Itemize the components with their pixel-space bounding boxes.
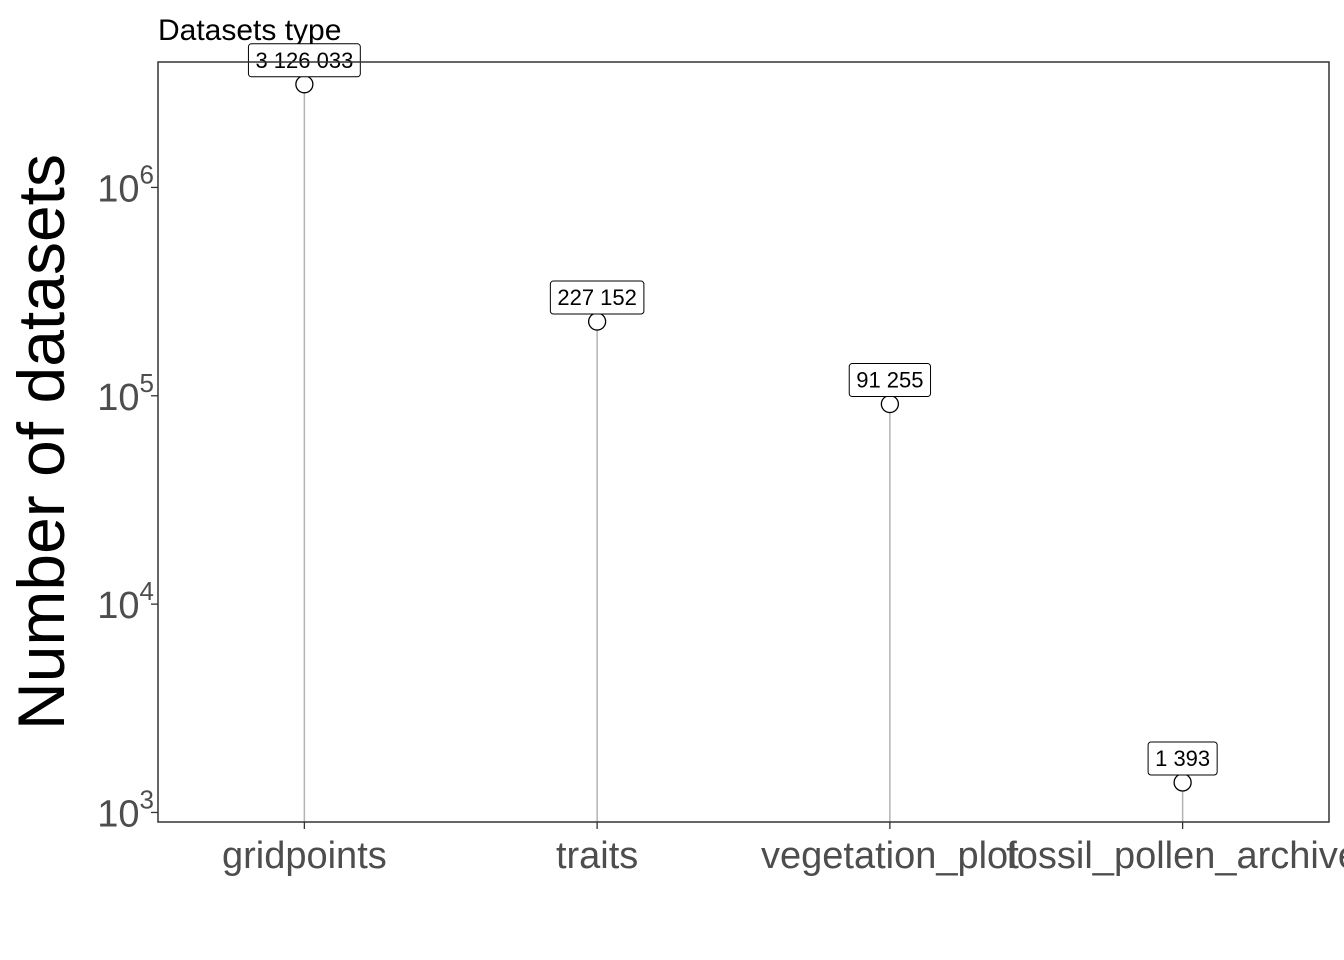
x-axis: gridpoints traits vegetation_plotfossil_po… (222, 822, 1344, 877)
y-axis: 103 104 105 106 (97, 159, 158, 835)
y-axis-label: Number of datasets (4, 154, 78, 730)
lollipop-point-gridpoints (295, 75, 314, 94)
data-label-box (247, 43, 361, 78)
data-label-text: 3 126 033 (255, 48, 353, 73)
x-tick-label-fossil_pollen_archive: fossil_pollen_archive (1006, 835, 1344, 877)
data-label-gridpoints: 3 126 033 (247, 43, 361, 78)
x-tick-label-vegetation_plot: vegetation_plot (761, 835, 1019, 877)
plot-area: 3 126 033 227 152 91 255 1 393 (247, 43, 1218, 822)
lollipop-point-fossil_pollen_archive (1173, 773, 1192, 792)
panel-border (157, 61, 1330, 823)
data-label-text: 1 393 (1155, 746, 1210, 771)
y-tick-label: 104 (97, 576, 154, 627)
lollipop-point-traits (587, 312, 607, 331)
data-label-text: 227 152 (557, 285, 637, 310)
data-label-traits: 227 152 (549, 280, 645, 315)
y-tick-label: 105 (97, 368, 154, 419)
data-label-fossil_pollen_archive: 1 393 (1147, 741, 1218, 776)
data-label-box (848, 363, 932, 398)
data-label-box (1147, 741, 1218, 776)
data-label-vegetation_plot: 91 255 (848, 363, 932, 398)
data-label-box (549, 280, 645, 315)
y-tick-label: 103 (97, 784, 154, 835)
chart-title: Datasets type (158, 14, 341, 47)
x-tick-label-gridpoints: gridpoints (222, 835, 387, 877)
x-tick-label-traits: traits (556, 835, 638, 877)
data-label-text: 91 255 (856, 368, 923, 393)
y-tick-label: 106 (97, 159, 154, 210)
lollipop-point-vegetation_plot (880, 394, 900, 414)
